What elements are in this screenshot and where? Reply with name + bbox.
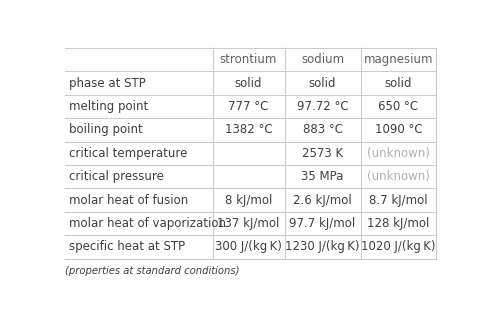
Text: sodium: sodium [301, 53, 344, 66]
Text: (unknown): (unknown) [367, 170, 430, 183]
Text: 777 °C: 777 °C [228, 100, 269, 113]
Text: 128 kJ/mol: 128 kJ/mol [367, 217, 430, 230]
Text: specific heat at STP: specific heat at STP [69, 240, 185, 253]
Text: strontium: strontium [220, 53, 277, 66]
Text: 650 °C: 650 °C [378, 100, 418, 113]
Text: 1090 °C: 1090 °C [375, 123, 422, 136]
Text: 8.7 kJ/mol: 8.7 kJ/mol [369, 194, 428, 206]
Text: critical temperature: critical temperature [69, 147, 187, 160]
Text: molar heat of fusion: molar heat of fusion [69, 194, 188, 206]
Text: 97.7 kJ/mol: 97.7 kJ/mol [289, 217, 356, 230]
Text: critical pressure: critical pressure [69, 170, 164, 183]
Text: molar heat of vaporization: molar heat of vaporization [69, 217, 226, 230]
Text: solid: solid [235, 77, 262, 90]
Text: 1230 J/(kg K): 1230 J/(kg K) [285, 240, 360, 253]
Text: 137 kJ/mol: 137 kJ/mol [217, 217, 280, 230]
Text: 2.6 kJ/mol: 2.6 kJ/mol [293, 194, 352, 206]
Text: melting point: melting point [69, 100, 149, 113]
Text: 8 kJ/mol: 8 kJ/mol [225, 194, 272, 206]
Text: 1382 °C: 1382 °C [225, 123, 272, 136]
Text: 97.72 °C: 97.72 °C [297, 100, 348, 113]
Text: solid: solid [385, 77, 412, 90]
Text: (unknown): (unknown) [367, 147, 430, 160]
Text: 2573 K: 2573 K [302, 147, 343, 160]
Text: 300 J/(kg K): 300 J/(kg K) [215, 240, 282, 253]
Text: solid: solid [309, 77, 337, 90]
Text: magnesium: magnesium [364, 53, 433, 66]
Text: (properties at standard conditions): (properties at standard conditions) [65, 266, 239, 276]
Text: boiling point: boiling point [69, 123, 143, 136]
Text: 883 °C: 883 °C [302, 123, 342, 136]
Text: phase at STP: phase at STP [69, 77, 146, 90]
Text: 35 MPa: 35 MPa [301, 170, 344, 183]
Text: 1020 J/(kg K): 1020 J/(kg K) [361, 240, 436, 253]
